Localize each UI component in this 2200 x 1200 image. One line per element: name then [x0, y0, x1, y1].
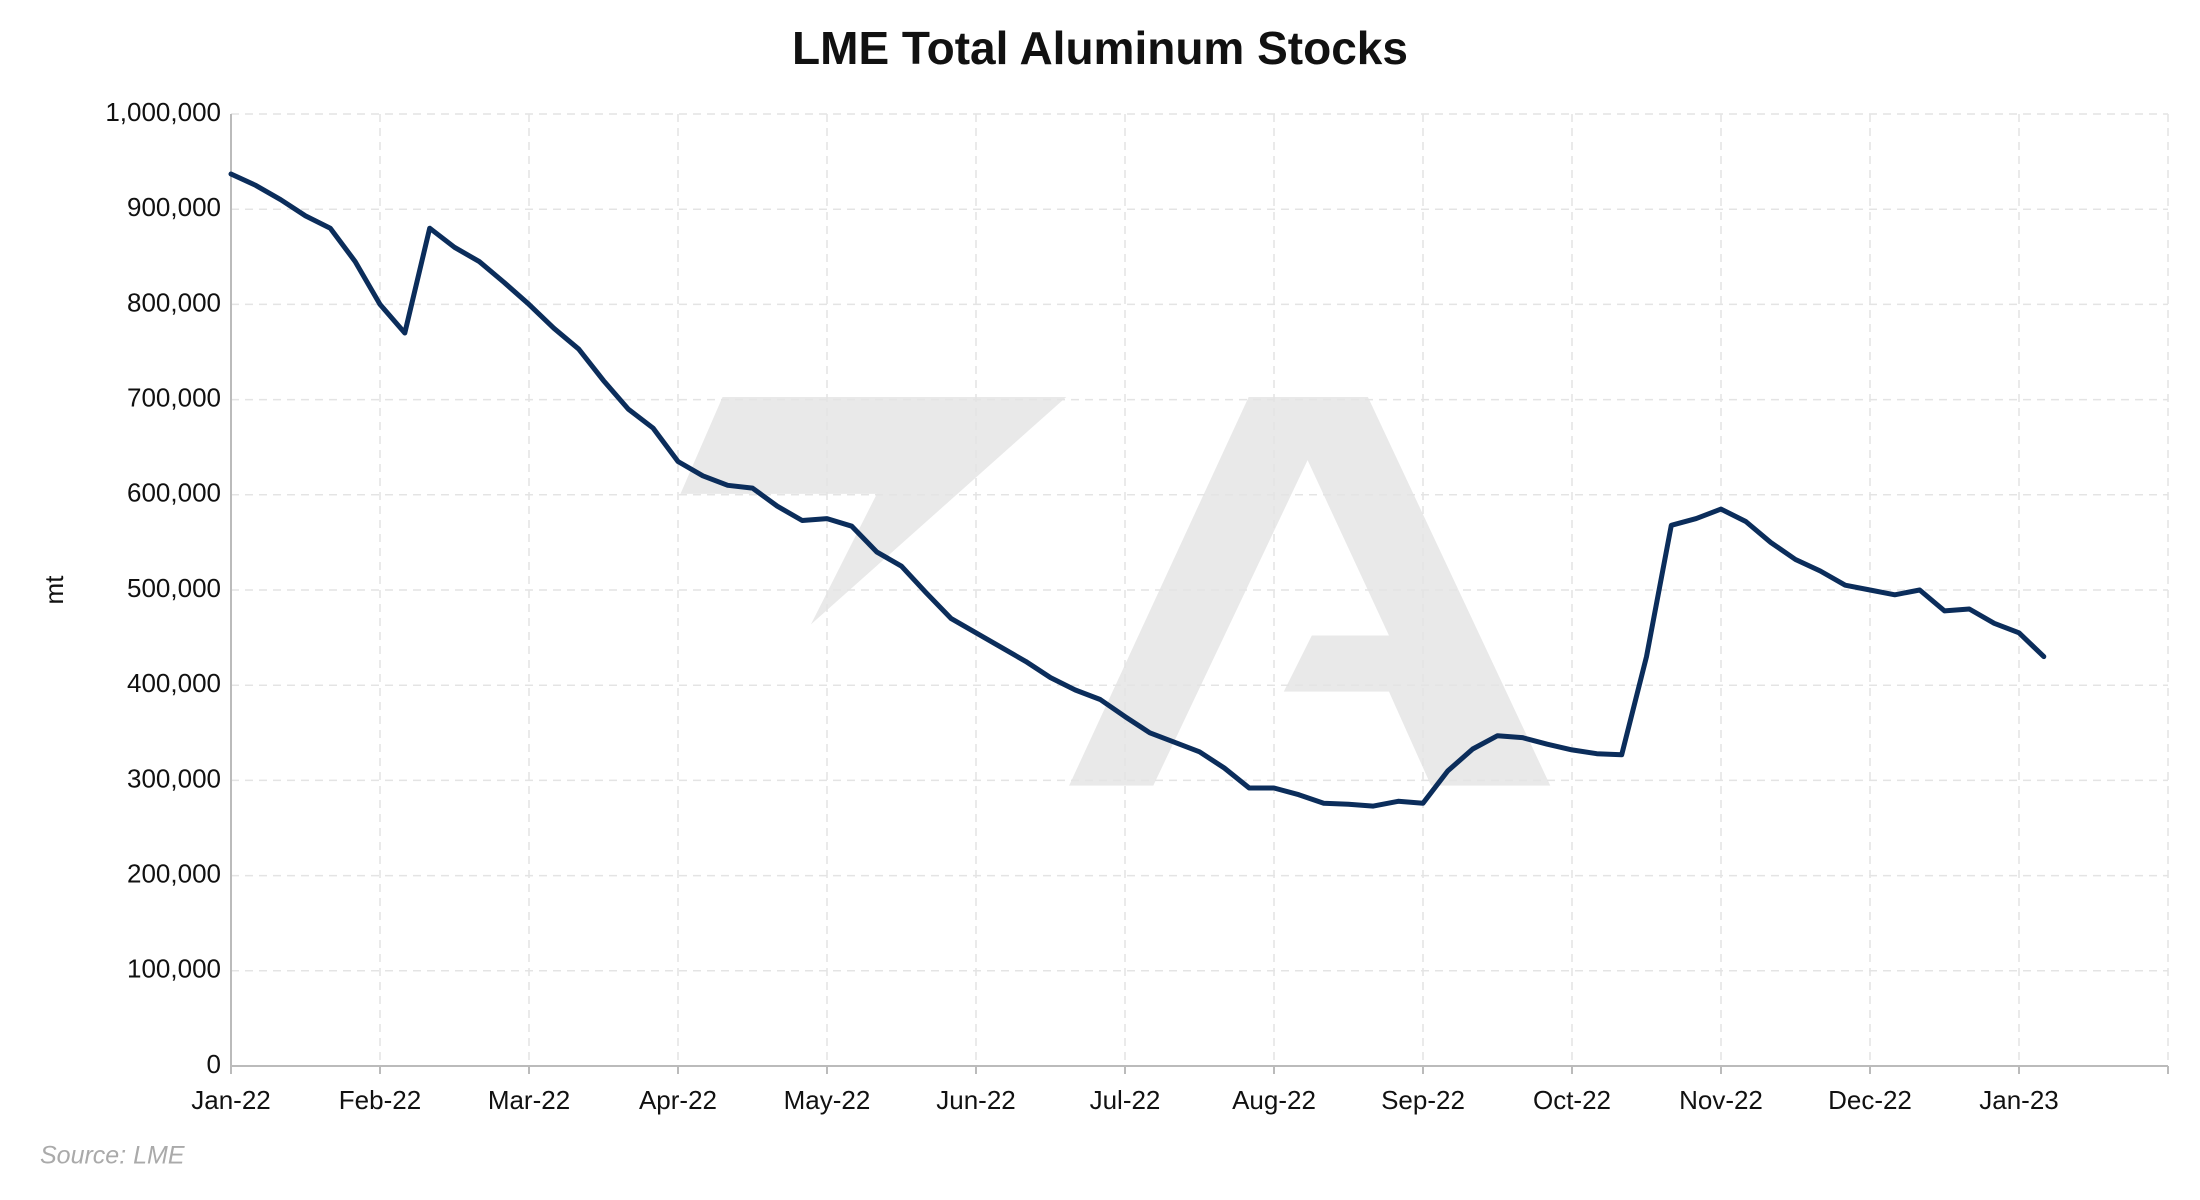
- y-tick-label: 1,000,000: [105, 97, 221, 127]
- y-tick-label: 200,000: [127, 858, 221, 888]
- y-tick-label: 600,000: [127, 478, 221, 508]
- x-tick-label: Apr-22: [639, 1085, 717, 1115]
- y-tick-label: 700,000: [127, 382, 221, 412]
- watermark-shape: [680, 397, 1067, 625]
- x-tick-label: Sep-22: [1381, 1085, 1465, 1115]
- y-tick-label: 300,000: [127, 763, 221, 793]
- watermark-shape: [1069, 397, 1551, 786]
- x-tick-label: Jun-22: [936, 1085, 1016, 1115]
- y-axis-label: mt: [39, 575, 69, 605]
- x-tick-label: Oct-22: [1533, 1085, 1611, 1115]
- x-tick-label: Jan-23: [1979, 1085, 2059, 1115]
- y-tick-label: 400,000: [127, 668, 221, 698]
- x-tick-label: Dec-22: [1828, 1085, 1912, 1115]
- y-tick-label: 800,000: [127, 287, 221, 317]
- y-tick-label: 500,000: [127, 573, 221, 603]
- x-tick-label: Nov-22: [1679, 1085, 1763, 1115]
- chart-title: LME Total Aluminum Stocks: [792, 22, 1408, 74]
- x-tick-label: Mar-22: [488, 1085, 570, 1115]
- source: Source: LME: [40, 1142, 185, 1170]
- x-tick-label: Jul-22: [1090, 1085, 1161, 1115]
- y-tick-label: 900,000: [127, 192, 221, 222]
- data-line: [228, 171, 2047, 809]
- watermark: [680, 397, 1551, 786]
- x-tick-label: Aug-22: [1232, 1085, 1316, 1115]
- x-tick-label: Feb-22: [339, 1085, 421, 1115]
- x-tick-label: May-22: [784, 1085, 871, 1115]
- y-tick-label: 100,000: [127, 954, 221, 984]
- x-tick-label: Jan-22: [191, 1085, 271, 1115]
- y-tick-label: 0: [207, 1049, 221, 1079]
